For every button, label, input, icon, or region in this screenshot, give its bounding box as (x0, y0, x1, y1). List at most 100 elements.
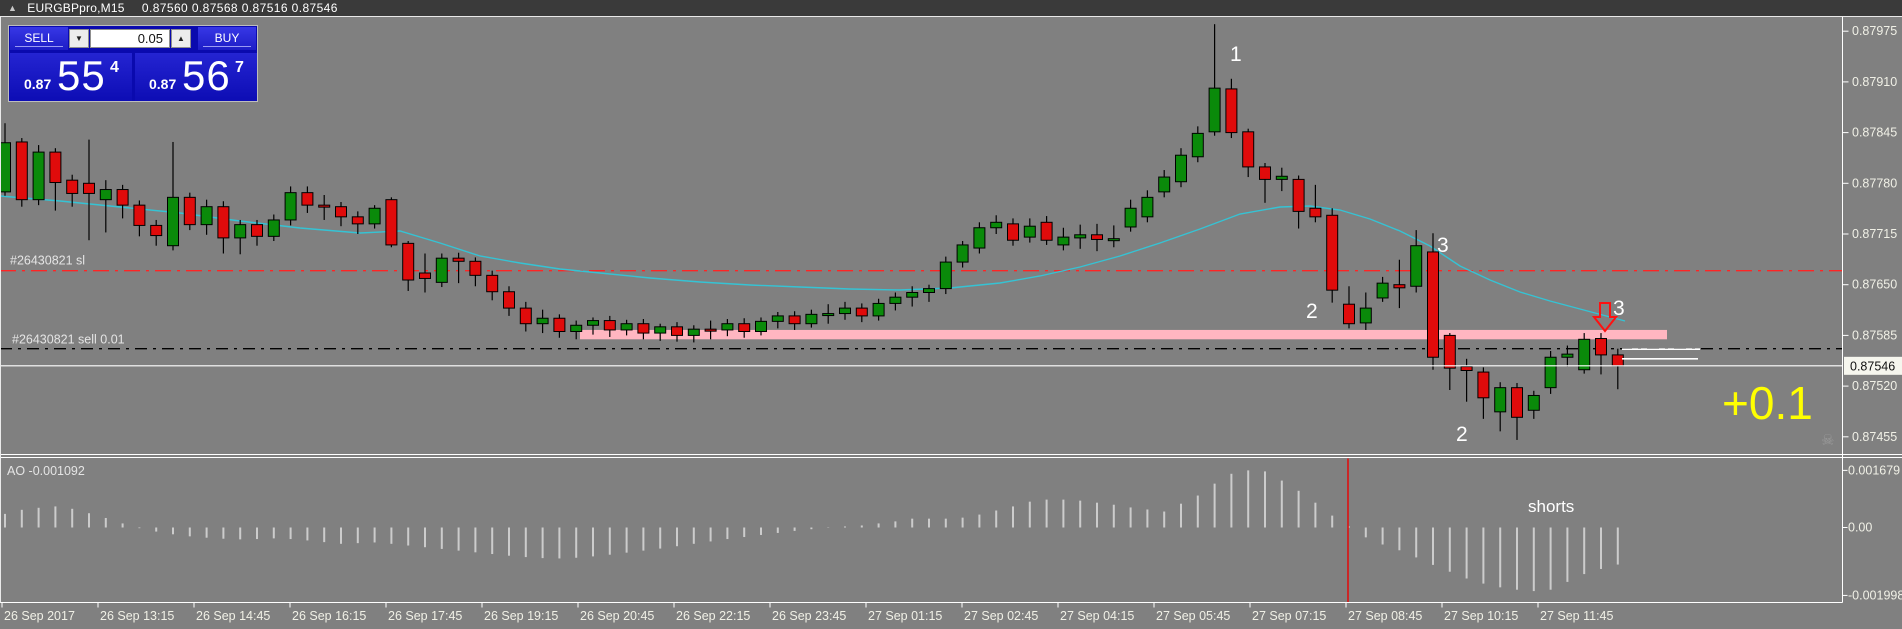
ao-tick-label: -0.001998 (1848, 588, 1902, 602)
candle-body (839, 307, 851, 315)
candle-body (1091, 234, 1103, 240)
candle-body (1527, 394, 1540, 411)
time-tick-label: 26 Sep 17:45 (388, 609, 462, 623)
candle-body (1359, 307, 1372, 324)
ao-histogram-bar (760, 527, 762, 535)
time-tick-label: 27 Sep 11:45 (1540, 609, 1613, 623)
triangle-up-icon[interactable]: ▲ (8, 3, 17, 13)
buy-button[interactable]: BUY (198, 27, 256, 50)
ao-histogram-bar (188, 527, 191, 537)
ao-histogram-bar (894, 521, 897, 528)
candle-body (1343, 303, 1355, 325)
chevron-down-icon: ▼ (75, 34, 83, 43)
candle-body (150, 224, 163, 237)
candle-body (1443, 334, 1456, 369)
skull-icon: ☠ (1821, 432, 1834, 449)
ao-histogram-bar (4, 513, 6, 528)
ao-histogram-bar (256, 527, 258, 540)
candle-body (587, 320, 599, 326)
time-tick-label: 27 Sep 01:15 (868, 609, 942, 623)
ao-histogram-bar (205, 527, 208, 538)
profit-label: +0.1 (1722, 377, 1813, 429)
ao-histogram-bar (1516, 527, 1518, 590)
time-tick-label: 27 Sep 10:15 (1444, 609, 1518, 623)
sell-price-quote[interactable]: 0.87 55 4 (10, 52, 132, 101)
candle-body (906, 292, 919, 298)
ao-histogram-bar (743, 527, 746, 538)
ao-histogram-bar (1180, 503, 1182, 528)
time-tick-label: 26 Sep 13:15 (100, 609, 174, 623)
ao-histogram-bar (104, 517, 107, 528)
candle-body (1544, 356, 1557, 389)
candle-body (553, 317, 566, 333)
ao-histogram-bar (928, 518, 930, 528)
candle-body (0, 142, 11, 193)
candle-body (738, 323, 751, 333)
ao-histogram-bar (911, 518, 914, 528)
candle-body (1242, 131, 1255, 168)
current-price-label: 0.87546 (1850, 359, 1895, 373)
candle-body (49, 151, 62, 184)
ao-histogram-bar (810, 527, 813, 530)
volume-input[interactable] (90, 29, 170, 48)
candle-body (973, 227, 986, 249)
ao-histogram-bar (541, 527, 544, 559)
candle-body (1376, 282, 1389, 299)
ao-histogram-bar (1465, 527, 1468, 579)
candle-body (1309, 207, 1322, 218)
buy-price-quote[interactable]: 0.87 56 7 (135, 52, 257, 101)
time-tick-label: 27 Sep 02:45 (964, 609, 1038, 623)
candle-body (469, 260, 482, 276)
candle-body (251, 224, 263, 237)
sell-arrow-icon (1591, 302, 1619, 333)
ao-histogram-bar (1381, 527, 1384, 545)
ao-histogram-bar (1146, 509, 1149, 528)
candle-body (990, 221, 1003, 229)
candle-body (855, 307, 868, 317)
candle-body (620, 323, 633, 331)
candle-body (771, 315, 784, 322)
sell-order-label: #26430821 sell 0.01 (12, 333, 125, 347)
candle-body (183, 196, 196, 226)
time-tick-label: 26 Sep 16:15 (292, 609, 366, 623)
volume-decrease-button[interactable]: ▼ (69, 29, 89, 48)
candle-body (889, 296, 902, 304)
sell-button-label: SELL (24, 31, 54, 45)
candle-body (1578, 338, 1591, 371)
candle-body (1477, 371, 1490, 399)
ao-histogram-bar (1247, 470, 1250, 528)
candle-body (234, 224, 247, 239)
candle-body (603, 320, 616, 331)
ao-tick-label: 0.001679 (1848, 463, 1900, 477)
candle-body (923, 288, 935, 294)
sell-price-small: 0.87 (24, 76, 52, 92)
ao-histogram-bar (1532, 527, 1535, 592)
candle-body (335, 206, 347, 218)
ao-histogram-bar (592, 527, 594, 557)
candle-body (351, 216, 364, 225)
ao-histogram-bar (71, 508, 74, 528)
ao-histogram-bar (1079, 500, 1082, 528)
ao-histogram-bar (860, 525, 863, 528)
candle-body (1057, 236, 1070, 246)
candle-body (872, 302, 885, 317)
ao-histogram-bar (323, 527, 326, 543)
candle-body (116, 189, 129, 206)
candle-body (1292, 178, 1305, 212)
ao-histogram-bar (961, 517, 964, 528)
candle-body (1326, 214, 1339, 291)
ao-histogram-bar (1616, 527, 1619, 565)
candle-body (1023, 225, 1036, 238)
price-tick-label: 0.87585 (1852, 328, 1897, 342)
candle-body (536, 317, 549, 325)
candle-body (1191, 132, 1204, 158)
sell-button[interactable]: SELL (10, 27, 68, 50)
one-click-trade-panel: SELL ▼ ▲ BUY 0.87 55 4 0.87 56 7 (8, 25, 258, 102)
ao-histogram-bar (1112, 504, 1115, 528)
candle-body (200, 206, 213, 226)
ao-histogram-bar (1415, 527, 1418, 558)
candle-body (1040, 221, 1053, 241)
volume-increase-button[interactable]: ▲ (171, 29, 191, 48)
ao-histogram-bar (676, 527, 678, 547)
